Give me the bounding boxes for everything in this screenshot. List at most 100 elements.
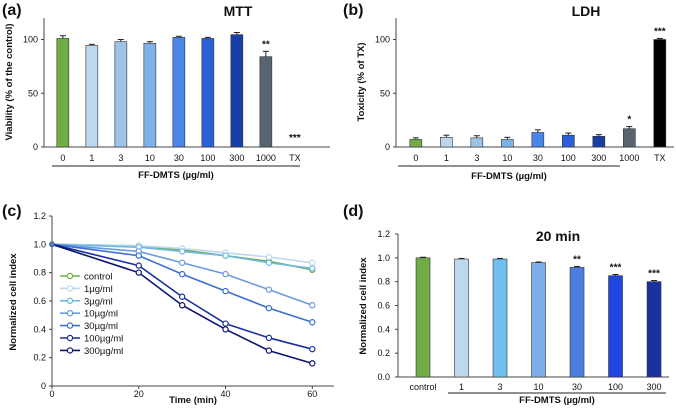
legend-label-1: 1µg/ml <box>84 284 113 295</box>
y-tick-label-a: 100 <box>23 35 38 45</box>
y-tick-label-a: 50 <box>28 88 38 98</box>
legend-label-3: 10µg/ml <box>84 309 118 320</box>
panel-label-c: (c) <box>2 203 22 220</box>
data-point-2-3 <box>222 252 229 259</box>
bar-d-0 <box>415 257 431 378</box>
panel-label-d: (d) <box>343 203 363 220</box>
data-point-5-1 <box>135 262 142 269</box>
x-tick-label-a-5: 100 <box>200 153 215 163</box>
x-tick-label-b-2: 3 <box>474 153 479 163</box>
bar-b-6 <box>592 135 606 148</box>
data-point-2-5 <box>309 265 316 272</box>
x-tick-label-a-0: 0 <box>60 153 65 163</box>
y-tick-label-d: 0.2 <box>377 348 390 358</box>
x-tick-label-c: 60 <box>307 389 317 399</box>
data-point-3-4 <box>265 286 273 293</box>
x-tick-label-d-3: 10 <box>534 382 544 392</box>
x-tick-label-c: 20 <box>134 389 144 399</box>
data-point-6-2 <box>178 302 186 309</box>
y-tick-label-b: 50 <box>380 88 390 98</box>
y-axis-title-b: Toxicity (% of TX) <box>356 43 367 122</box>
significance-d-6: *** <box>648 268 660 279</box>
legend-label-5: 100µg/ml <box>84 334 123 345</box>
bar-d-5 <box>608 275 623 378</box>
bar-a-4 <box>172 37 186 148</box>
series-line-1 <box>51 243 313 264</box>
data-point-4-5 <box>309 319 316 326</box>
series-line-3 <box>51 243 313 307</box>
bar-b-1 <box>440 137 453 148</box>
data-point-6-3 <box>222 326 229 333</box>
significance-d-4: ** <box>573 254 581 265</box>
x-tick-label-a-1: 1 <box>89 153 94 163</box>
significance-b-7: * <box>627 115 631 126</box>
chart-title-b: LDH <box>572 3 601 19</box>
data-point-5-3 <box>222 320 229 327</box>
bar-a-6 <box>230 34 244 148</box>
bar-d-6 <box>646 281 662 378</box>
panel-label-b: (b) <box>343 2 363 19</box>
data-point-1-4 <box>265 253 273 261</box>
bar-b-0 <box>409 139 423 148</box>
x-tick-label-b-3: 10 <box>502 153 512 163</box>
chart-title-a: MTT <box>224 3 253 19</box>
x-tick-label-d-6: 300 <box>647 382 662 392</box>
bar-a-3 <box>143 42 157 148</box>
legend-marker-3 <box>66 310 74 317</box>
legend-marker-1 <box>66 285 74 292</box>
data-point-6-4 <box>265 347 273 354</box>
legend-marker-2 <box>66 297 74 304</box>
y-tick-label-d: 1.0 <box>377 253 390 263</box>
x-tick-label-a-2: 3 <box>118 153 123 163</box>
legend-marker-0 <box>66 272 74 280</box>
x-tick-label-d-5: 100 <box>608 382 623 392</box>
legend-label-2: 3µg/ml <box>84 296 113 307</box>
y-tick-label-c: 0.4 <box>33 324 46 334</box>
x-tick-label-d-1: 1 <box>459 382 464 392</box>
x-tick-label-a-6: 300 <box>229 153 244 163</box>
y-tick-label-d: 1.2 <box>377 229 390 239</box>
x-tick-label-b-4: 30 <box>533 153 543 163</box>
x-tick-label-b-7: 1000 <box>619 153 639 163</box>
x-axis-title-a: FF-DMTS (µg/ml) <box>138 170 214 181</box>
legend-marker-5 <box>66 334 74 342</box>
bar-a-5 <box>201 38 215 148</box>
y-tick-label-a: 0 <box>33 142 38 152</box>
bar-a-1 <box>85 45 99 148</box>
significance-d-5: *** <box>610 263 622 274</box>
y-tick-label-c: 0.6 <box>33 296 46 306</box>
data-point-1-5 <box>309 259 316 266</box>
series-line-2 <box>51 243 313 270</box>
chart-title-d: 20 min <box>536 228 580 244</box>
legend-marker-6 <box>66 347 74 354</box>
bar-b-4 <box>531 132 545 148</box>
y-tick-label-c: 0.2 <box>33 353 46 363</box>
bar-b-3 <box>501 139 514 148</box>
y-tick-label-b: 100 <box>375 35 390 45</box>
x-tick-label-d-0: control <box>410 382 437 392</box>
y-tick-label-c: 1.0 <box>33 239 46 249</box>
x-tick-label-b-8: TX <box>654 153 666 163</box>
data-point-2-2 <box>178 248 186 255</box>
bar-b-5 <box>562 134 575 148</box>
y-tick-label-d: 0.4 <box>377 324 390 334</box>
x-tick-label-a-4: 30 <box>174 153 184 163</box>
legend-label-0: control <box>84 272 113 283</box>
x-tick-label-b-5: 100 <box>561 153 576 163</box>
data-point-3-5 <box>309 302 316 309</box>
data-point-3-2 <box>178 259 186 266</box>
data-point-4-3 <box>222 287 229 295</box>
y-tick-label-d: 0.8 <box>377 277 390 287</box>
y-axis-title-a: Viability (% of the control) <box>4 24 15 141</box>
data-point-2-4 <box>265 259 273 266</box>
legend-label-6: 300µg/ml <box>84 346 123 357</box>
bar-b-8 <box>653 39 667 148</box>
y-tick-label-c: 0 <box>41 381 46 391</box>
x-axis-title-c: Time (min) <box>169 395 217 406</box>
bar-a-7 <box>259 56 273 148</box>
bar-a-2 <box>114 41 128 148</box>
data-point-3-3 <box>222 270 229 278</box>
x-tick-label-c: 40 <box>221 389 231 399</box>
legend-label-4: 30µg/ml <box>84 321 118 332</box>
